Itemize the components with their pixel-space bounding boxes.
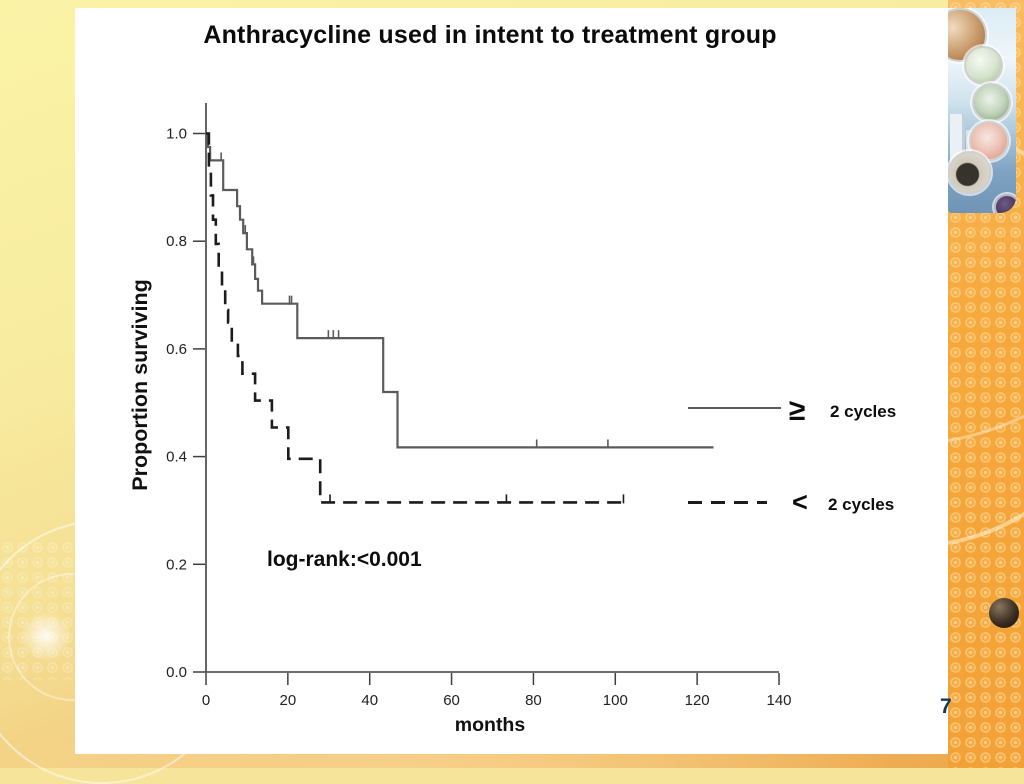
slide: Anthracycline used in intent to treatmen… xyxy=(75,8,948,754)
svg-text:1.0: 1.0 xyxy=(166,126,187,143)
svg-text:0.0: 0.0 xyxy=(166,664,187,681)
series-line-dashed xyxy=(206,132,624,504)
photo-bubble xyxy=(964,46,1003,85)
x-axis-ticks: 0 20 40 60 80 100 120 140 xyxy=(202,673,792,709)
series-solid xyxy=(206,132,714,449)
page-number: 7 xyxy=(940,695,952,718)
svg-text:80: 80 xyxy=(525,692,542,709)
svg-text:0: 0 xyxy=(202,692,210,709)
series-line-solid xyxy=(206,132,714,449)
svg-text:20: 20 xyxy=(280,692,297,709)
svg-text:120: 120 xyxy=(685,692,710,709)
chart-title: Anthracycline used in intent to treatmen… xyxy=(203,21,777,49)
svg-text:0.6: 0.6 xyxy=(166,341,187,358)
decorative-sphere xyxy=(989,598,1019,628)
photo-bubble xyxy=(972,83,1011,122)
photo-panel xyxy=(948,8,1016,213)
svg-text:0.4: 0.4 xyxy=(166,449,187,466)
svg-text:140: 140 xyxy=(766,692,791,709)
svg-text:100: 100 xyxy=(603,692,628,709)
photo-bubble xyxy=(948,151,991,194)
axes xyxy=(205,103,779,673)
svg-text:40: 40 xyxy=(361,692,378,709)
legend-label-ge: 2 cycles xyxy=(830,402,897,421)
svg-text:0.2: 0.2 xyxy=(166,556,187,573)
series-dashed xyxy=(206,132,625,504)
y-axis-title: Proportion surviving xyxy=(128,279,152,491)
photo-bubble xyxy=(994,194,1016,213)
legend-swatch-solid xyxy=(688,407,781,410)
svg-text:60: 60 xyxy=(443,692,460,709)
decorative-glow xyxy=(20,610,72,662)
svg-text:0.8: 0.8 xyxy=(166,233,187,250)
x-axis-title: months xyxy=(454,714,526,736)
km-survival-chart: 1.0 0.8 0.6 0.4 0.2 0.0 0 20 40 60 80 100 120 140 xyxy=(166,103,792,709)
legend-swatch-dashed xyxy=(688,501,767,504)
y-axis-ticks: 1.0 0.8 0.6 0.4 0.2 0.0 xyxy=(166,126,205,681)
log-rank-annotation: log-rank:<0.001 xyxy=(267,548,422,571)
legend-symbol-ge: ≥ xyxy=(789,394,806,427)
legend-label-lt: 2 cycles xyxy=(828,495,895,514)
legend-symbol-lt: < xyxy=(792,487,808,517)
